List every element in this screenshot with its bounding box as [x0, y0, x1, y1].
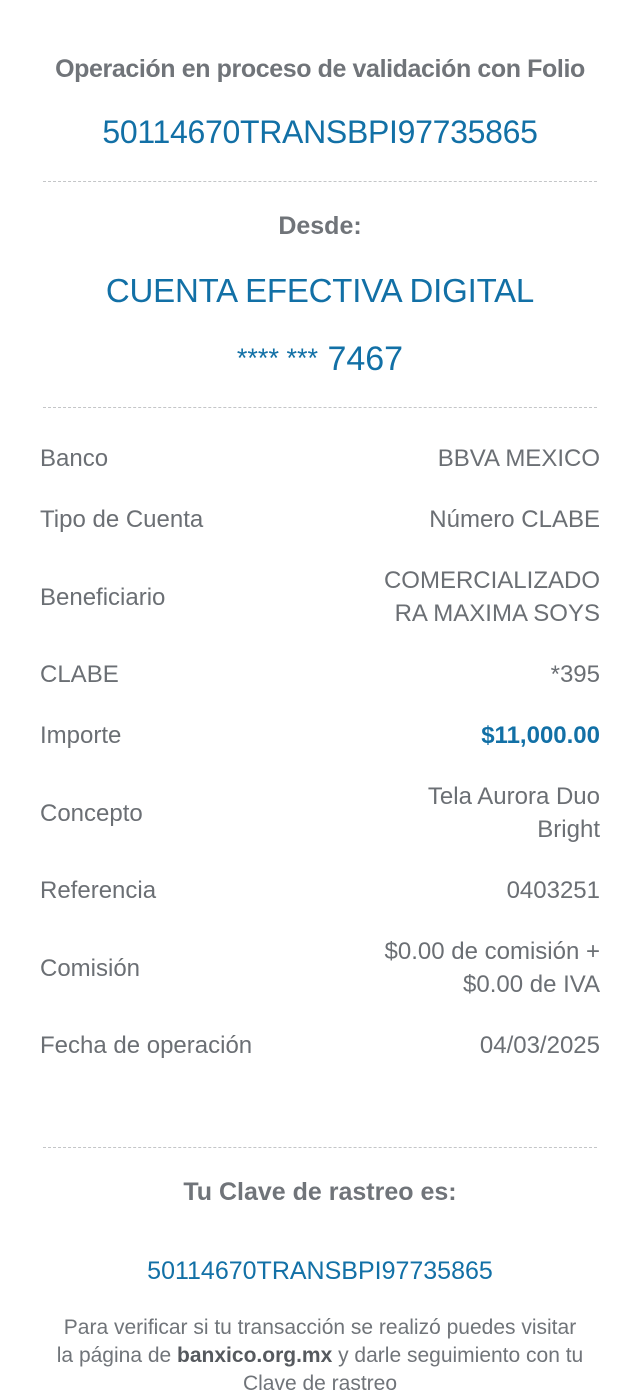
detail-value: 04/03/2025: [479, 1032, 600, 1059]
detail-value: Número CLABE: [429, 506, 600, 533]
detail-row-importe: Importe $11,000.00: [40, 705, 600, 766]
detail-value: COMERCIALIZADORA MAXIMA SOYS: [383, 567, 600, 627]
operation-status-title: Operación en proceso de validación con F…: [55, 55, 585, 83]
detail-row-beneficiario: Beneficiario COMERCIALIZADORA MAXIMA SOYS: [40, 550, 600, 644]
detail-value: Tela Aurora Duo Bright: [427, 783, 600, 843]
detail-value: $0.00 de comisión + $0.00 de IVA: [384, 938, 600, 998]
tracking-code: 50114670TRANSBPI97735865: [147, 1257, 493, 1285]
detail-row-referencia: Referencia 0403251: [40, 860, 600, 921]
detail-label: Tipo de Cuenta: [40, 506, 204, 533]
divider: [43, 181, 597, 182]
detail-row-fecha: Fecha de operación 04/03/2025: [40, 1015, 600, 1076]
origin-account-number: **** *** 7467: [0, 340, 640, 379]
detail-value: *395: [550, 661, 600, 688]
transfer-details: Banco BBVA MEXICO Tipo de Cuenta Número CL…: [40, 428, 600, 1076]
detail-value: 0403251: [506, 877, 600, 904]
account-last-digits: 7467: [327, 340, 404, 378]
detail-row-clabe: CLABE *395: [40, 644, 600, 705]
divider: [43, 407, 597, 408]
detail-row-banco: Banco BBVA MEXICO: [40, 428, 600, 489]
origin-account-name: CUENTA EFECTIVA DIGITAL: [105, 272, 535, 309]
detail-row-concepto: Concepto Tela Aurora Duo Bright: [40, 766, 600, 860]
detail-row-comision: Comisión $0.00 de comisión + $0.00 de IVA: [40, 921, 600, 1015]
folio-number: 50114670TRANSBPI97735865: [102, 114, 538, 150]
origin-label: Desde:: [278, 212, 362, 240]
detail-label: Banco: [40, 445, 109, 472]
detail-value: BBVA MEXICO: [437, 445, 600, 472]
note-text: Para verificar si tu transacción se real…: [56, 1316, 577, 1367]
divider: [43, 1147, 597, 1148]
detail-label: Concepto: [40, 799, 143, 827]
detail-label: Comisión: [40, 954, 141, 982]
account-mask: **** ***: [236, 343, 318, 373]
banxico-link[interactable]: banxico.org.mx: [177, 1344, 333, 1367]
detail-label: Fecha de operación: [40, 1032, 253, 1059]
tracking-label: Tu Clave de rastreo es:: [183, 1178, 457, 1206]
detail-label: CLABE: [40, 661, 119, 688]
detail-row-tipo-cuenta: Tipo de Cuenta Número CLABE: [40, 489, 600, 550]
verification-note: Para verificar si tu transacción se real…: [55, 1314, 585, 1398]
amount-value: $11,000.00: [481, 722, 600, 749]
detail-label: Beneficiario: [40, 583, 166, 611]
detail-label: Referencia: [40, 877, 157, 904]
detail-label: Importe: [40, 722, 122, 749]
note-text: y darle seguimiento con tu Clave de rast…: [242, 1344, 584, 1395]
